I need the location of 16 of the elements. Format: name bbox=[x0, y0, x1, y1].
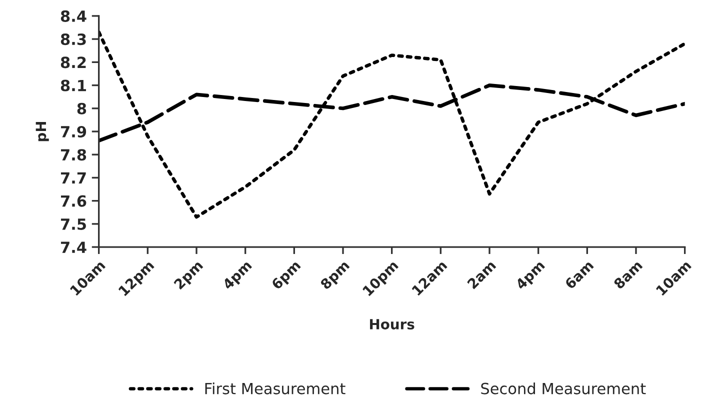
y-tick-label: 8.1 bbox=[60, 80, 86, 92]
y-tick-label: 7.8 bbox=[60, 149, 86, 161]
y-tick-label: 7.5 bbox=[60, 218, 86, 230]
y-tick-label: 8.3 bbox=[60, 34, 86, 46]
y-tick-label: 7.6 bbox=[60, 195, 86, 207]
legend-label: Second Measurement bbox=[481, 382, 646, 394]
y-tick-label: 8.2 bbox=[60, 56, 86, 68]
y-tick-label: 8 bbox=[77, 102, 86, 114]
legend-label: First Measurement bbox=[205, 382, 346, 394]
y-tick-label: 7.9 bbox=[60, 126, 86, 138]
y-tick-label: 7.7 bbox=[60, 172, 86, 184]
x-axis-title: Hours bbox=[370, 319, 414, 330]
line-series bbox=[98, 30, 685, 219]
y-axis-title: pH bbox=[36, 122, 49, 142]
y-tick-label: 8.4 bbox=[60, 10, 86, 22]
y-tick-label: 7.4 bbox=[60, 242, 86, 253]
